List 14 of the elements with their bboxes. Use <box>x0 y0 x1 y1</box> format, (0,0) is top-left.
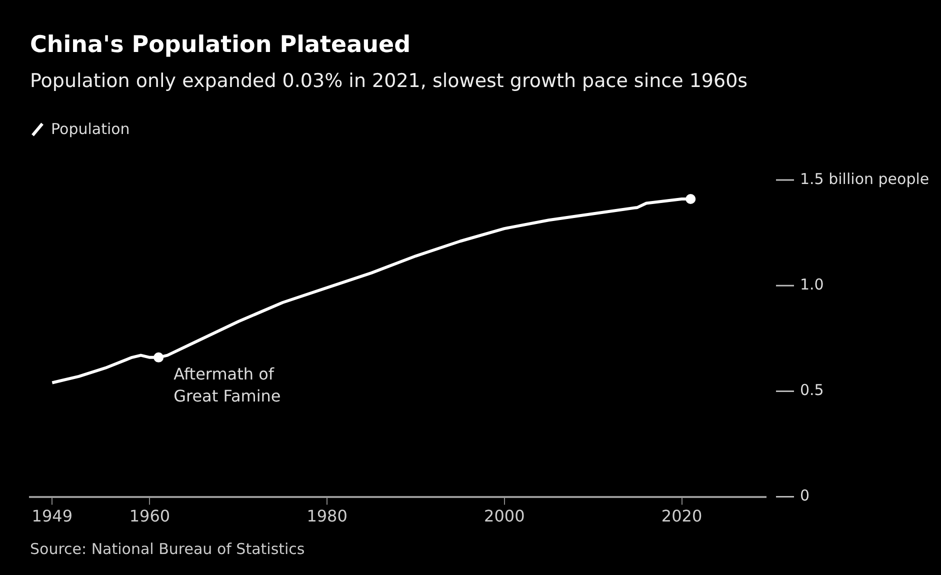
legend-label: Population <box>51 120 130 138</box>
chart-title: China's Population Plateaued <box>30 32 411 58</box>
y-tick-label: 0.5 <box>800 381 824 400</box>
chart-subtitle: Population only expanded 0.03% in 2021, slowest growth pace since 1960s <box>30 70 748 92</box>
y-tick-label: 1.0 <box>800 275 824 294</box>
y-tick-label: 1.5 billion people <box>800 170 930 188</box>
x-tick-label: 2000 <box>484 506 525 526</box>
x-tick-label: 1960 <box>129 506 170 526</box>
x-tick-label: 1949 <box>32 506 73 526</box>
source-note: Source: National Bureau of Statistics <box>30 540 305 558</box>
x-tick-label: 2020 <box>661 506 702 526</box>
y-tick-label: 0 <box>800 486 810 505</box>
x-tick-label: 1980 <box>306 506 348 526</box>
annotation: Aftermath of Great Famine <box>174 364 281 406</box>
